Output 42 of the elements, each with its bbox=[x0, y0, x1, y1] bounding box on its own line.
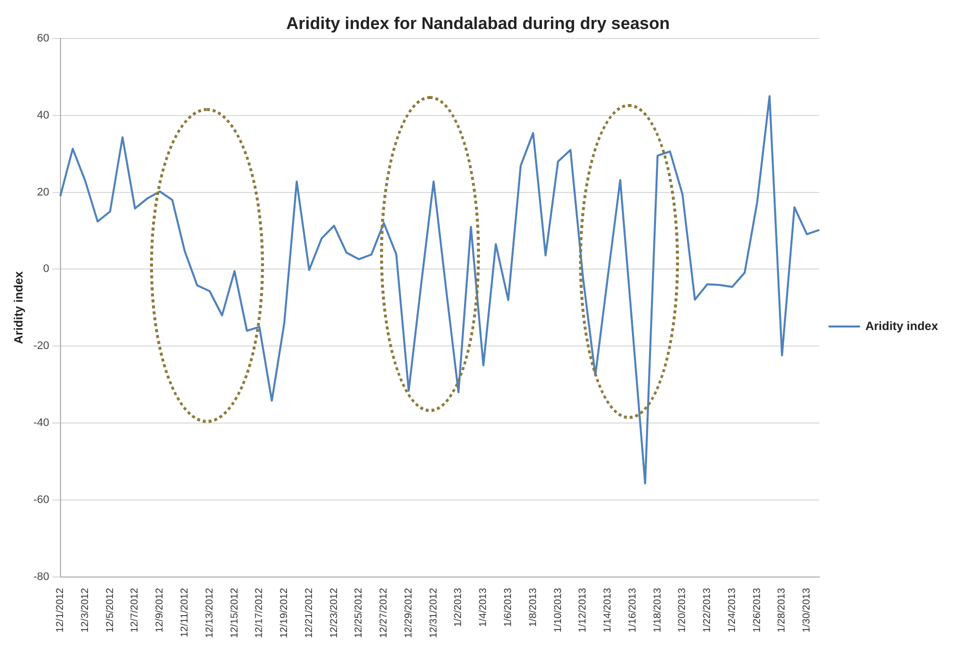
x-tick-label: 12/1/2012 bbox=[55, 588, 66, 632]
x-tick-label: 1/28/2013 bbox=[776, 588, 788, 632]
x-tick-label: 12/15/2012 bbox=[229, 588, 240, 638]
x-tick-label: 1/6/2013 bbox=[502, 588, 514, 627]
x-tick-label: 12/3/2012 bbox=[80, 588, 91, 632]
x-tick-label: 12/25/2012 bbox=[354, 588, 365, 638]
x-tick-label: 1/12/2013 bbox=[578, 588, 589, 632]
x-tick-label: 12/29/2012 bbox=[403, 588, 414, 638]
x-tick-label: 12/19/2012 bbox=[279, 588, 290, 638]
x-tick-label: 1/14/2013 bbox=[602, 588, 614, 632]
y-tick-label: -20 bbox=[33, 340, 50, 352]
x-tick-label: 1/30/2013 bbox=[802, 588, 813, 632]
y-tick-label: 60 bbox=[37, 32, 50, 44]
x-tick-label: 12/27/2012 bbox=[378, 588, 390, 638]
x-tick-label: 12/7/2012 bbox=[130, 588, 141, 632]
x-tick-label: 12/13/2012 bbox=[204, 588, 216, 638]
y-tick-label: -80 bbox=[33, 570, 50, 583]
x-tick-label: 12/11/2012 bbox=[179, 588, 190, 638]
y-axis-title: Aridity index bbox=[12, 271, 26, 344]
x-tick-label: 1/8/2013 bbox=[528, 588, 539, 627]
x-tick-label: 12/23/2012 bbox=[328, 588, 340, 638]
x-tick-label: 1/10/2013 bbox=[552, 588, 564, 632]
x-tick-label: 1/16/2013 bbox=[627, 588, 638, 632]
x-tick-label: 12/21/2012 bbox=[304, 588, 315, 638]
y-tick-label: 40 bbox=[37, 109, 50, 122]
x-tick-label: 12/9/2012 bbox=[154, 588, 166, 632]
x-tick-label: 12/17/2012 bbox=[254, 588, 266, 638]
x-tick-label: 1/4/2013 bbox=[478, 588, 490, 627]
y-tick-label: -60 bbox=[33, 494, 50, 506]
x-tick-label: 1/20/2013 bbox=[677, 588, 688, 632]
x-tick-label: 1/18/2013 bbox=[652, 588, 664, 632]
y-tick-label: -40 bbox=[33, 417, 50, 430]
x-tick-label: 1/24/2013 bbox=[726, 588, 738, 632]
chart-title: Aridity index for Nandalabad during dry season bbox=[286, 14, 670, 33]
x-tick-label: 1/22/2013 bbox=[702, 588, 714, 632]
legend-label: Aridity index bbox=[865, 318, 938, 333]
x-tick-label: 1/26/2013 bbox=[752, 588, 763, 632]
y-tick-label: 0 bbox=[43, 263, 50, 276]
x-tick-label: 1/2/2013 bbox=[453, 588, 464, 627]
y-tick-label: 20 bbox=[37, 186, 50, 198]
x-tick-label: 12/31/2012 bbox=[428, 588, 440, 638]
x-tick-label: 12/5/2012 bbox=[104, 588, 116, 632]
